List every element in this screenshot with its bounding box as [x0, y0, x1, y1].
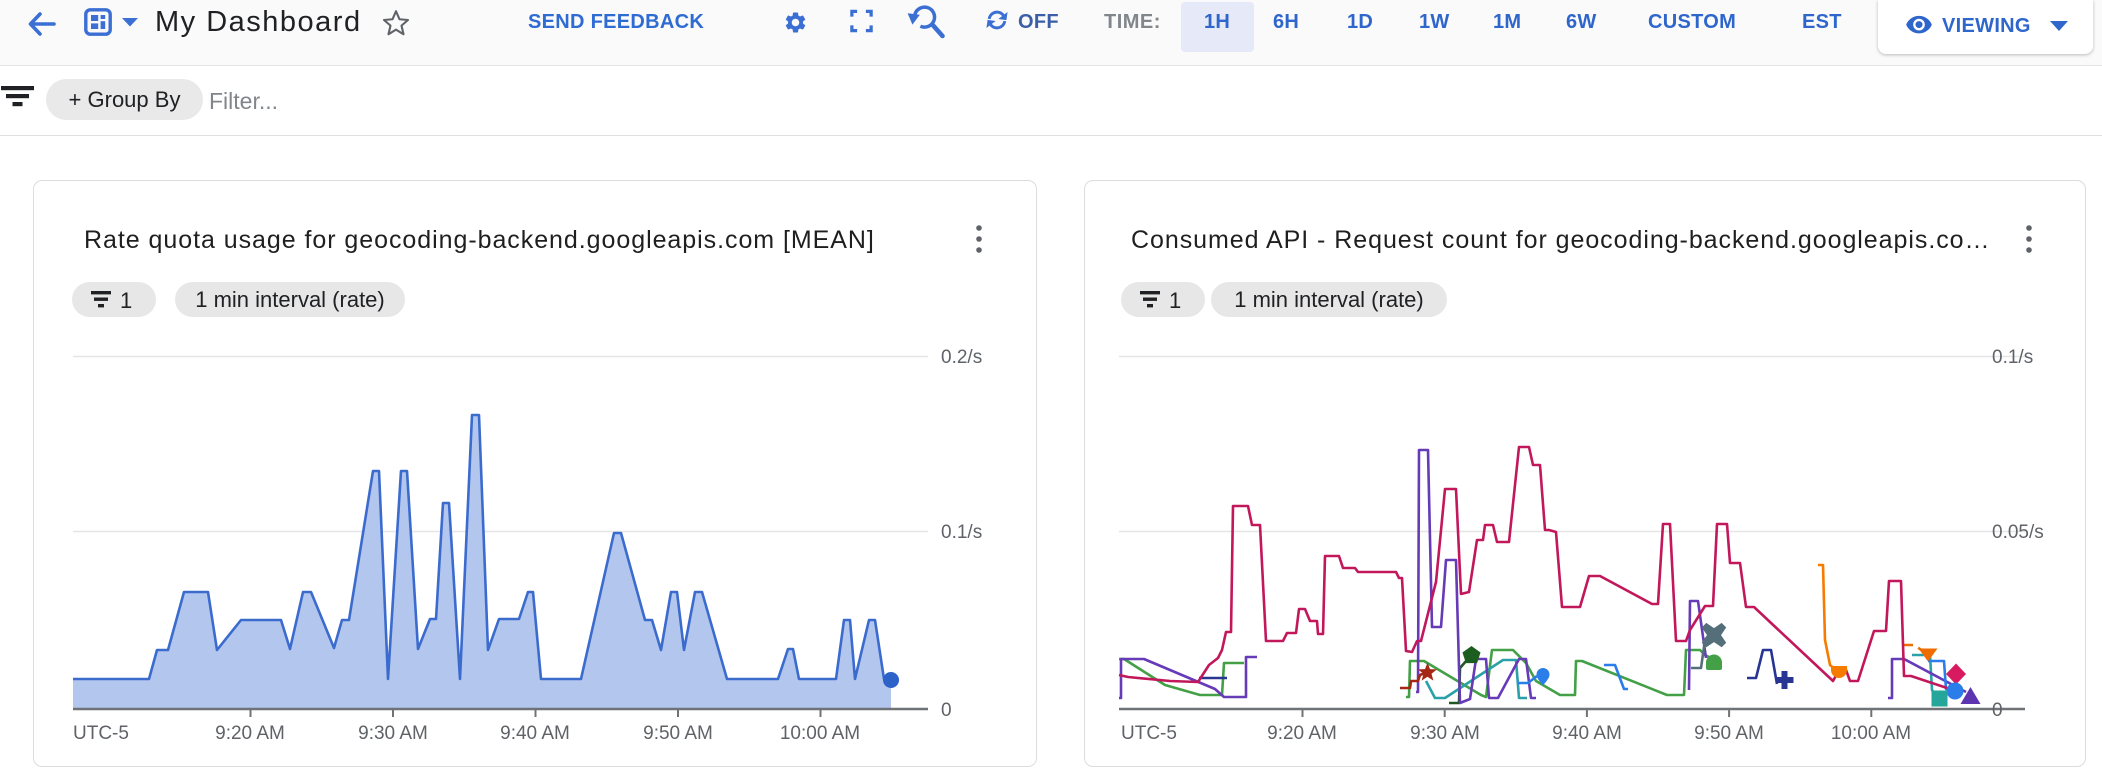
svg-text:9:40 AM: 9:40 AM: [500, 723, 570, 744]
svg-text:9:30 AM: 9:30 AM: [358, 723, 428, 744]
svg-text:0: 0: [941, 700, 952, 721]
svg-text:0.2/s: 0.2/s: [941, 347, 982, 368]
svg-text:UTC-5: UTC-5: [73, 723, 129, 744]
svg-text:10:00 AM: 10:00 AM: [1831, 723, 1911, 744]
svg-text:10:00 AM: 10:00 AM: [780, 723, 860, 744]
svg-text:9:50 AM: 9:50 AM: [1694, 723, 1764, 744]
svg-text:UTC-5: UTC-5: [1121, 723, 1177, 744]
svg-text:0.1/s: 0.1/s: [1992, 347, 2033, 368]
svg-text:9:40 AM: 9:40 AM: [1552, 723, 1622, 744]
svg-text:0: 0: [1992, 700, 2003, 721]
svg-text:9:20 AM: 9:20 AM: [215, 723, 285, 744]
svg-text:9:20 AM: 9:20 AM: [1267, 723, 1337, 744]
svg-text:0.05/s: 0.05/s: [1992, 522, 2044, 543]
svg-text:9:50 AM: 9:50 AM: [643, 723, 713, 744]
svg-text:0.1/s: 0.1/s: [941, 522, 982, 543]
svg-text:9:30 AM: 9:30 AM: [1410, 723, 1480, 744]
